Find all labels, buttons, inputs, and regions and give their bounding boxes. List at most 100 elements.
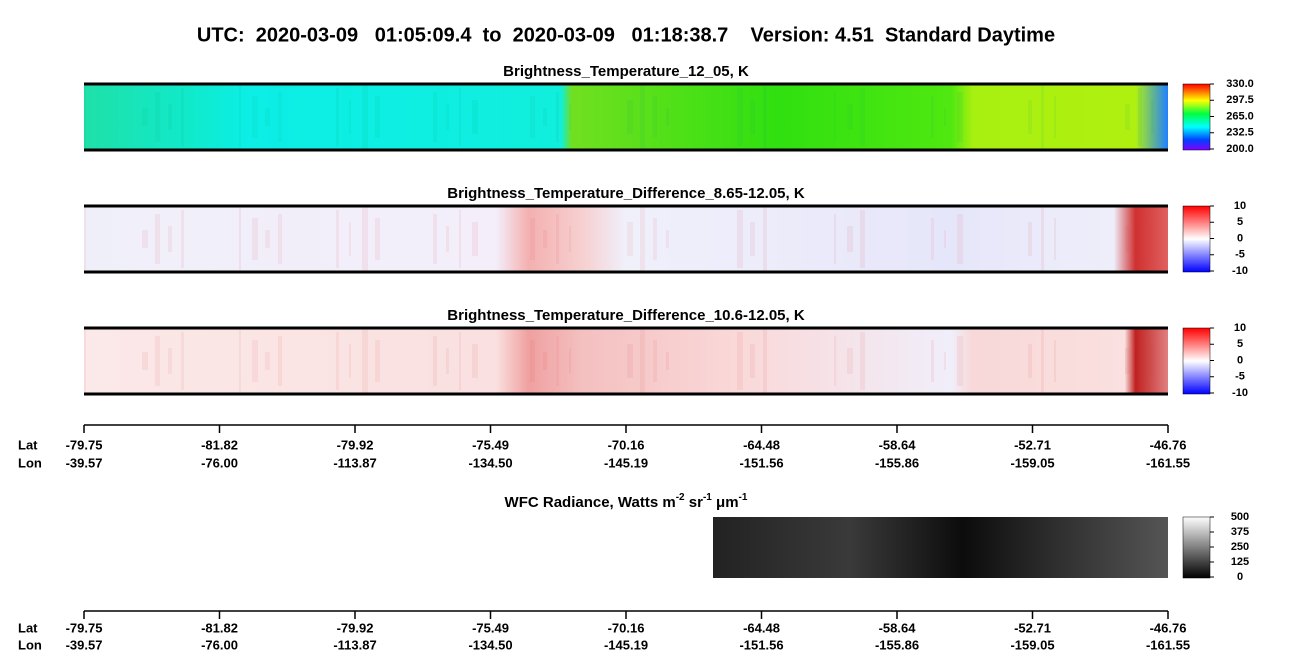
streak [252, 340, 258, 382]
streak [737, 210, 743, 268]
streak [362, 206, 368, 272]
streak [1125, 226, 1130, 252]
streak [834, 214, 836, 264]
panel-title: Brightness_Temperature_12_05, K [503, 63, 749, 80]
colorbar-label: 200.0 [1226, 143, 1254, 155]
lat-label: -52.71 [1014, 437, 1051, 452]
streak [1151, 100, 1154, 134]
streak [336, 210, 339, 268]
lat-label: -70.16 [608, 437, 645, 452]
streak [860, 210, 865, 268]
streak [640, 328, 645, 394]
colorbar-label: 297.5 [1226, 94, 1254, 106]
streak [653, 218, 657, 260]
streak [666, 230, 669, 248]
streak [446, 226, 449, 252]
streak [569, 226, 571, 252]
colorbar-label: 0 [1237, 354, 1243, 366]
streak [472, 100, 478, 134]
lon-label: -151.56 [739, 637, 783, 652]
streak [472, 222, 478, 256]
streak [84, 328, 86, 394]
streak [375, 218, 380, 260]
streak [834, 336, 836, 386]
streak [556, 92, 559, 142]
lon-label: -145.19 [604, 455, 648, 470]
streak [155, 214, 160, 264]
streak [155, 92, 160, 142]
streak [860, 332, 865, 390]
colorbar-label: -10 [1232, 387, 1248, 399]
streak [349, 100, 351, 134]
colorbar-label: 10 [1234, 200, 1246, 212]
lat-label: -58.64 [879, 620, 917, 635]
streak [750, 100, 755, 134]
lon-label: -134.50 [468, 455, 512, 470]
colorbar-label: 330.0 [1226, 78, 1254, 90]
streak [1041, 84, 1044, 150]
wfc-image [713, 517, 1168, 578]
lon-label: -39.57 [66, 455, 103, 470]
colorbar-label: -5 [1235, 371, 1245, 383]
streak [957, 92, 963, 142]
streak [375, 340, 380, 382]
streak [750, 344, 755, 378]
lat-label: -46.76 [1150, 437, 1187, 452]
streak [530, 218, 535, 260]
streak [252, 96, 258, 138]
streak [433, 214, 437, 264]
streak [336, 332, 339, 390]
streak [181, 210, 184, 268]
streak [1041, 206, 1044, 272]
streak [1151, 344, 1154, 378]
streak [834, 92, 836, 142]
streak [278, 214, 282, 264]
lon-label: -113.87 [333, 455, 376, 470]
streak [239, 328, 241, 394]
colorbar [1182, 83, 1211, 151]
streak [142, 352, 148, 370]
streak [1054, 96, 1056, 138]
streak [1054, 340, 1056, 382]
lon-label: -76.00 [201, 637, 238, 652]
streak [142, 230, 148, 248]
panel-title: Brightness_Temperature_Difference_8.65-1… [447, 185, 805, 202]
lat-label: -75.49 [472, 620, 509, 635]
streak [349, 222, 351, 256]
lon-label: -161.55 [1146, 455, 1190, 470]
streak [653, 340, 657, 382]
wfc-colorbar [1182, 516, 1211, 579]
lat-label: -64.48 [743, 437, 780, 452]
streak [265, 230, 270, 248]
streak [931, 340, 934, 382]
lon-label: -151.56 [739, 455, 783, 470]
panel-image [84, 206, 1168, 272]
streak [763, 84, 767, 150]
streak [750, 222, 755, 256]
streak [860, 88, 865, 146]
colorbar-label: 5 [1237, 216, 1243, 228]
streak [433, 92, 437, 142]
colorbar-label: -10 [1232, 265, 1248, 277]
streak [556, 214, 559, 264]
axis-label: Lon [18, 455, 42, 470]
streak [1125, 348, 1130, 374]
streak [1054, 218, 1056, 260]
streak [653, 96, 657, 138]
streak [1138, 332, 1142, 390]
lat-label: -79.92 [337, 437, 374, 452]
colorbar-label: -5 [1235, 249, 1245, 261]
streak [459, 210, 461, 268]
lat-label: -52.71 [1014, 620, 1051, 635]
streak [543, 230, 547, 248]
lon-label: -76.00 [201, 455, 238, 470]
colorbar-label: 10 [1234, 322, 1246, 334]
streak [640, 84, 645, 150]
colorbar-label: 0 [1237, 571, 1243, 583]
streak [1028, 100, 1032, 134]
lat-label: -79.75 [66, 437, 103, 452]
streak [543, 108, 547, 126]
streak [627, 344, 633, 378]
streak [168, 348, 172, 374]
